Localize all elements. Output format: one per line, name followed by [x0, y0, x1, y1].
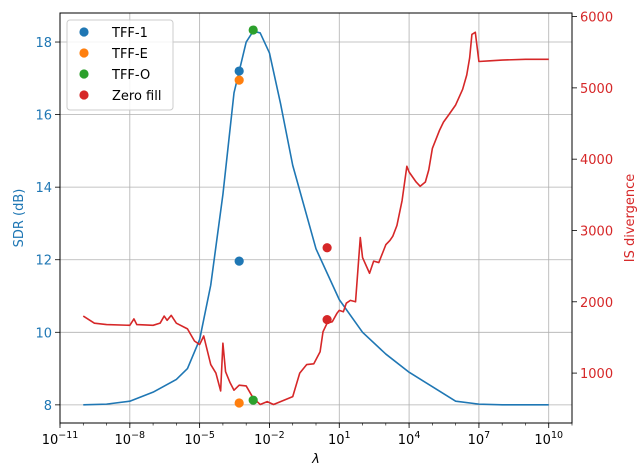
- x-tick-label: 10−5: [184, 430, 215, 448]
- sdr-line: [83, 30, 549, 406]
- x-tick-label: 1010: [534, 430, 563, 448]
- y-right-tick-label: 1000: [580, 367, 613, 382]
- zero-fill-sdr-marker: [322, 243, 332, 253]
- y-left-tick-label: 12: [35, 254, 52, 269]
- marker-layer: [234, 25, 332, 408]
- zero-fill-is-marker: [322, 315, 332, 325]
- x-tick-label: 101: [328, 430, 351, 448]
- legend-label: TFF-1: [111, 26, 148, 41]
- x-axis: 10−11 10−8 10−5 10−2 101 104 107 1010: [42, 423, 573, 448]
- x-tick-label: 10−8: [115, 430, 146, 448]
- x-tick-label: 104: [398, 430, 421, 448]
- y-right-tick-label: 2000: [580, 296, 613, 311]
- legend-marker: [79, 27, 89, 37]
- y-left-tick-label: 14: [35, 181, 52, 196]
- legend-label: TFF-O: [111, 68, 150, 83]
- legend-label: TFF-E: [111, 47, 148, 62]
- y-axis-right: 1000 2000 3000 4000 5000 6000: [572, 11, 613, 382]
- y-right-tick-label: 4000: [580, 153, 613, 168]
- y-axis-left-label: SDR (dB): [12, 189, 27, 248]
- y-axis-left: 8 10 12 14 16 18: [35, 36, 60, 414]
- x-axis-label: λ: [311, 452, 320, 463]
- legend-marker: [79, 48, 89, 58]
- y-right-tick-label: 6000: [580, 11, 613, 26]
- y-right-tick-label: 3000: [580, 224, 613, 239]
- x-tick-label: 10−11: [42, 430, 79, 448]
- tff-e-sdr-marker: [234, 75, 244, 85]
- tff-1-sdr-marker: [234, 66, 244, 76]
- legend-marker: [79, 69, 89, 79]
- series-layer: [82, 30, 549, 406]
- tff-e-is-marker: [234, 398, 244, 408]
- x-tick-label: 10−2: [254, 430, 285, 448]
- tff-o-is-marker: [248, 395, 258, 405]
- y-axis-right-label: IS divergence: [623, 174, 638, 263]
- y-left-tick-label: 10: [35, 326, 52, 341]
- is-divergence-line: [82, 31, 549, 406]
- tff-1-is-marker: [234, 256, 244, 266]
- legend-marker: [79, 90, 89, 100]
- y-left-tick-label: 8: [44, 399, 52, 414]
- legend: TFF-1 TFF-E TFF-O Zero fill: [66, 19, 174, 111]
- y-left-tick-label: 18: [35, 36, 52, 51]
- y-right-tick-label: 5000: [580, 82, 613, 97]
- tff-o-sdr-marker: [248, 25, 258, 35]
- grid-layer: [59, 13, 572, 423]
- y-left-tick-label: 16: [35, 109, 52, 124]
- legend-label: Zero fill: [112, 89, 161, 104]
- x-tick-label: 107: [468, 430, 491, 448]
- legend-box: [66, 19, 174, 111]
